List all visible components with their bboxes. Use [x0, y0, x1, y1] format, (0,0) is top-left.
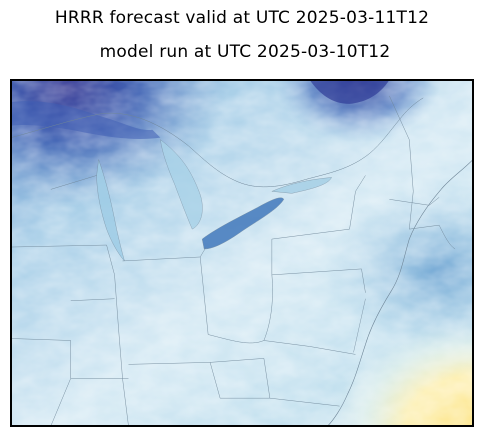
us-canada-border	[11, 97, 424, 188]
lake-erie	[201, 197, 285, 250]
forecast-valid-title: HRRR forecast valid at UTC 2025-03-11T12	[54, 8, 430, 28]
model-run-title: model run at UTC 2025-03-10T12	[99, 42, 391, 62]
lake-ontario	[271, 177, 332, 194]
state-borders	[11, 95, 456, 426]
lake-huron	[160, 139, 203, 230]
lake-superior	[11, 101, 161, 139]
atlantic-coastline	[327, 159, 473, 426]
forecast-map-canvas	[11, 80, 473, 426]
forecast-map	[10, 79, 474, 427]
